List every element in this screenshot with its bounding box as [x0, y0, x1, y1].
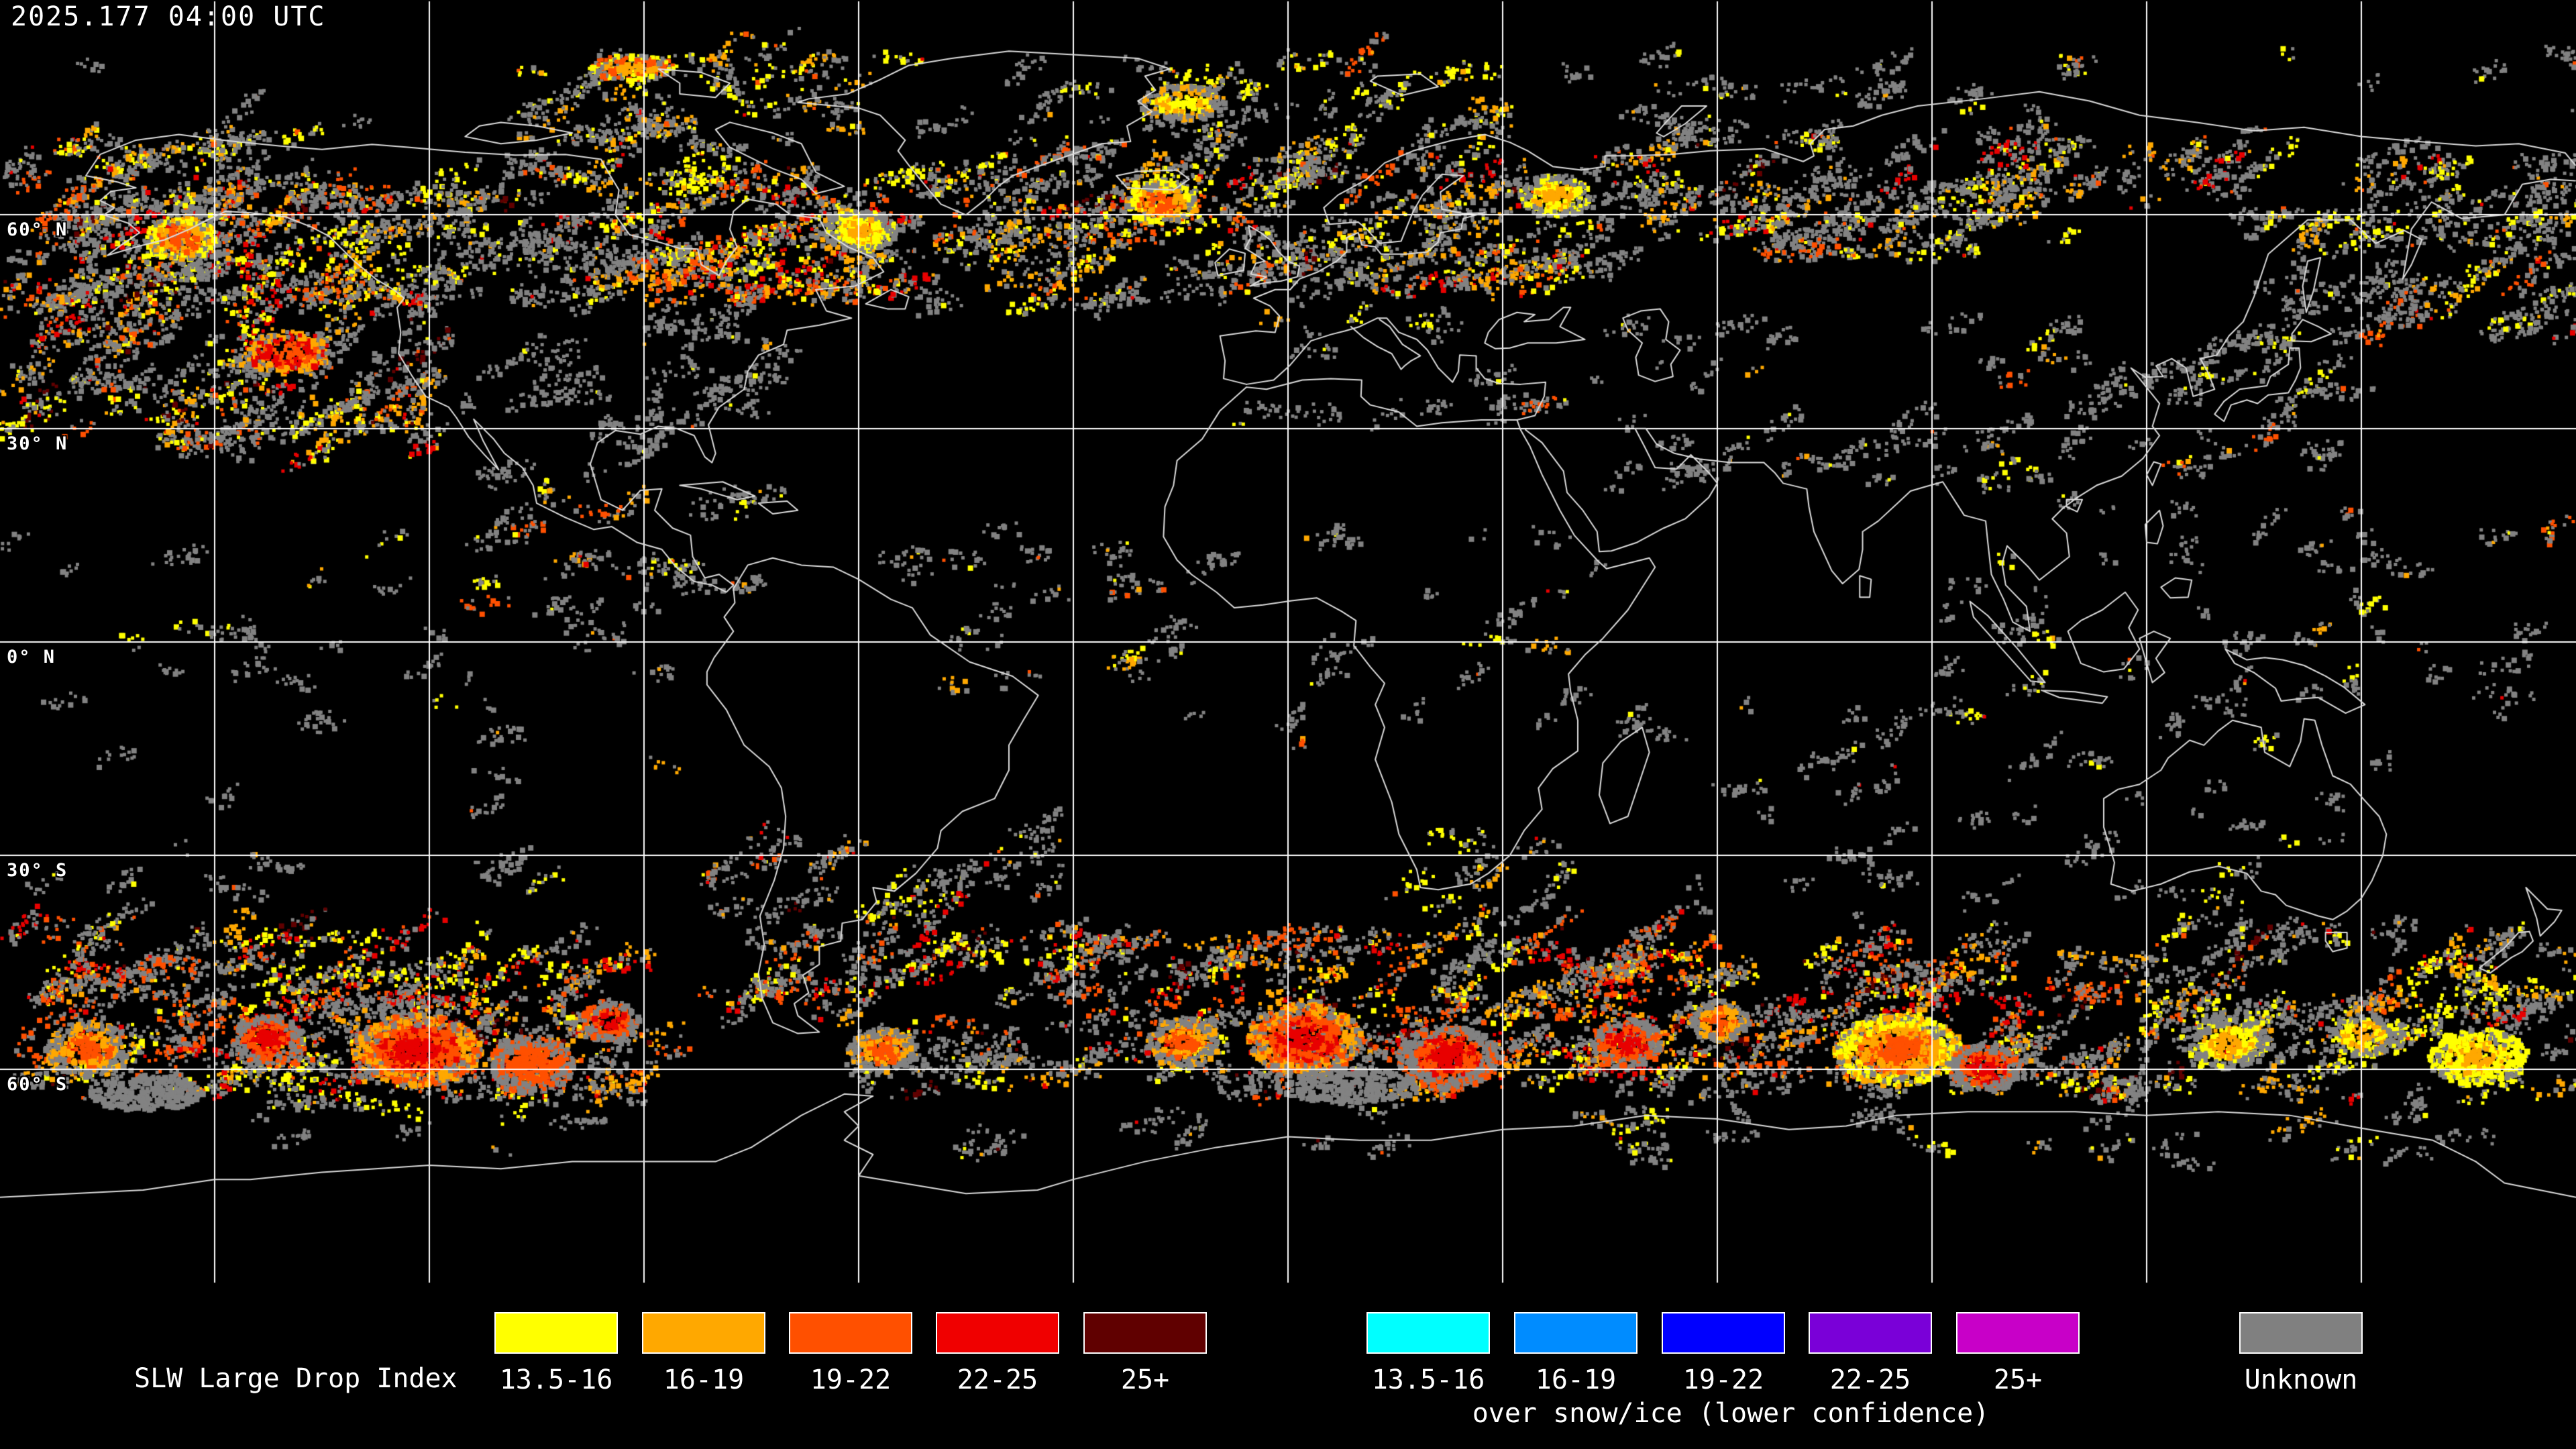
snow-ice-caption: over snow/ice (lower confidence) — [1472, 1398, 1990, 1429]
legend-color-box — [789, 1312, 912, 1354]
latitude-label: 60° N — [7, 219, 68, 241]
legend-color-box — [494, 1312, 618, 1354]
latitude-label: 30° N — [7, 433, 68, 454]
legend-color-box — [1956, 1312, 2080, 1354]
legend-swatch-snow-2: 16-19 — [1514, 1312, 1638, 1395]
world-map-canvas — [0, 0, 2576, 1295]
legend-class-label: Unknown — [2244, 1364, 2358, 1395]
latitude-label: 0° N — [7, 647, 56, 667]
legend-class-label: 19-22 — [810, 1364, 892, 1395]
legend-swatch-slw-1: 13.5-16 — [494, 1312, 618, 1395]
legend-color-box — [1662, 1312, 1785, 1354]
legend-color-box — [642, 1312, 765, 1354]
latitude-label: 60° S — [7, 1073, 68, 1095]
legend-swatch-snow-5: 25+ — [1956, 1312, 2080, 1395]
legend-swatch-unknown: Unknown — [2239, 1312, 2363, 1395]
legend-class-label: 16-19 — [663, 1364, 745, 1395]
legend-swatch-snow-3: 19-22 — [1662, 1312, 1785, 1395]
legend-color-box — [1083, 1312, 1207, 1354]
legend-color-box — [1809, 1312, 1932, 1354]
legend-color-box — [2239, 1312, 2363, 1354]
legend-class-label: 19-22 — [1682, 1364, 1764, 1395]
legend-class-label: 13.5-16 — [1371, 1364, 1485, 1395]
legend-color-box — [1366, 1312, 1490, 1354]
legend-color-box — [1514, 1312, 1638, 1354]
latitude-label: 30° S — [7, 860, 68, 881]
legend-class-label: 13.5-16 — [499, 1364, 613, 1395]
legend-swatch-snow-4: 22-25 — [1809, 1312, 1932, 1395]
legend-swatch-slw-4: 22-25 — [936, 1312, 1059, 1395]
legend-color-box — [936, 1312, 1059, 1354]
legend-class-label: 25+ — [1993, 1364, 2043, 1395]
legend-class-label: 22-25 — [1829, 1364, 1911, 1395]
legend-swatch-slw-2: 16-19 — [642, 1312, 765, 1395]
legend-class-label: 16-19 — [1535, 1364, 1617, 1395]
legend-swatch-slw-5: 25+ — [1083, 1312, 1207, 1395]
legend-swatch-snow-1: 13.5-16 — [1366, 1312, 1490, 1395]
timestamp-title: 2025.177 04:00 UTC — [11, 1, 326, 32]
legend-title: SLW Large Drop Index — [134, 1363, 458, 1394]
legend-class-label: 25+ — [1120, 1364, 1170, 1395]
legend-swatch-slw-3: 19-22 — [789, 1312, 912, 1395]
legend-class-label: 22-25 — [957, 1364, 1038, 1395]
